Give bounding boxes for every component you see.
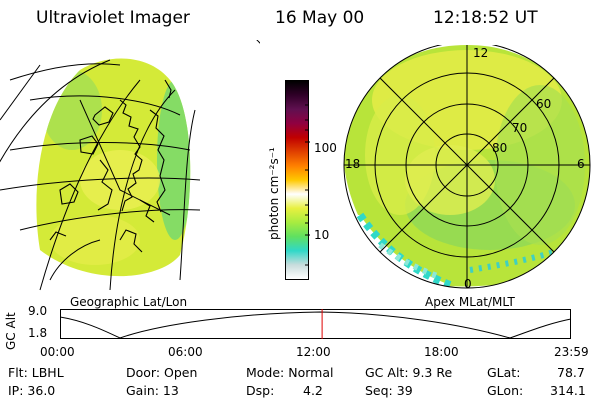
- timeline-tick-1800: 18:00: [424, 345, 459, 359]
- mlt-label-12: 12: [473, 46, 489, 60]
- timeline-tick-2359: 23:59: [554, 345, 589, 359]
- glon-label: GLon:: [487, 383, 524, 398]
- timeline-tick-1200: 12:00: [296, 345, 331, 359]
- mlt-label-6: 6: [577, 157, 585, 171]
- timeline-ylabel: GC Alt: [4, 312, 18, 350]
- mlt-label-18: 18: [345, 157, 361, 171]
- dsp-label: Dsp:: [246, 383, 275, 398]
- timeline-tick-0600: 06:00: [168, 345, 203, 359]
- polar-image: [343, 45, 591, 289]
- glat-label: GLat:: [487, 365, 521, 380]
- date-label: 16 May 00: [275, 8, 365, 28]
- glat-value: 78.7: [557, 365, 585, 380]
- timeline-ymax: 9.0: [28, 304, 48, 318]
- time-label: 12:18:52 UT: [433, 8, 538, 28]
- door-status: Door: Open: [126, 365, 198, 380]
- gain-status: Gain: 13: [126, 383, 179, 398]
- colorbar-tick-100: 100: [314, 141, 337, 155]
- ip-status: IP: 36.0: [8, 383, 56, 398]
- mode-status: Mode: Normal: [246, 365, 334, 380]
- filter-status: Flt: LBHL: [8, 365, 64, 380]
- mlat-label-60: 60: [536, 97, 552, 111]
- timeline-plot: [60, 309, 572, 339]
- colorbar-unit-label: photon cm⁻²s⁻¹: [267, 147, 281, 240]
- instrument-title: Ultraviolet Imager: [36, 8, 190, 28]
- mlt-label-0: 0: [464, 277, 472, 291]
- mlat-label-70: 70: [512, 121, 528, 135]
- timeline-ymin: 1.8: [28, 326, 48, 340]
- dsp-value: 4.2: [303, 383, 323, 398]
- colorbar-tick-10: 10: [314, 228, 330, 242]
- right-panel-caption: Apex MLat/MLT: [425, 295, 515, 309]
- left-panel-caption: Geographic Lat/Lon: [70, 295, 188, 309]
- glon-value: 314.1: [550, 383, 586, 398]
- colorbar: [285, 80, 309, 280]
- gc-alt-status: GC Alt: 9.3 Re: [365, 365, 453, 380]
- seq-status: Seq: 39: [365, 383, 413, 398]
- timeline-tick-0000: 00:00: [40, 345, 75, 359]
- colorbar-ticks: [305, 104, 310, 266]
- geographic-image: [0, 40, 260, 291]
- mlat-label-80: 80: [492, 141, 508, 155]
